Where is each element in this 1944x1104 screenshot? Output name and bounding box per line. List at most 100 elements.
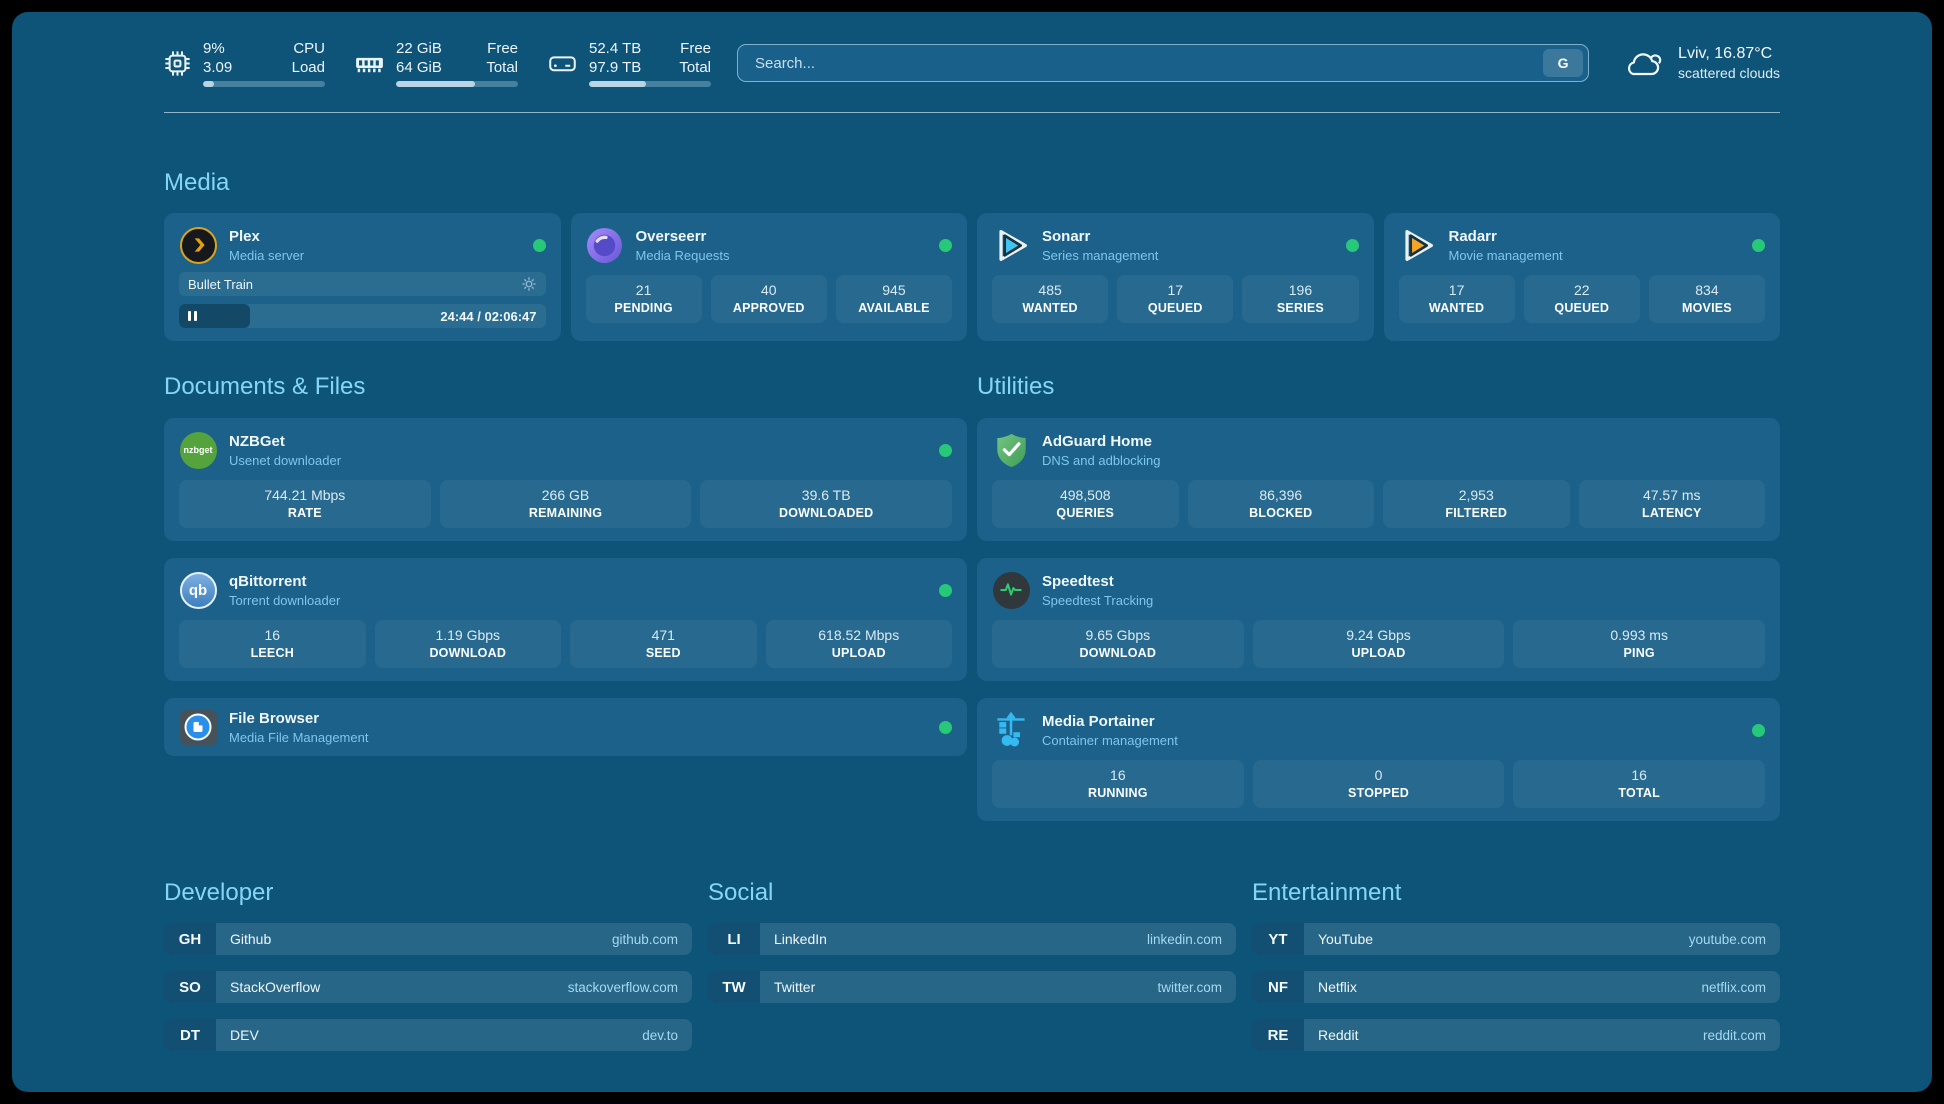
status-dot <box>939 443 952 457</box>
stat-pending: 21 PENDING <box>585 275 702 323</box>
cpu-label-1: CPU <box>293 40 325 57</box>
playback-progress-row[interactable]: 24:44 / 02:06:47 <box>179 304 546 328</box>
stat-seed: 471 SEED <box>570 620 757 668</box>
section-documents: Documents & Files nzbget NZBGet Usenet d… <box>164 373 967 821</box>
stat-leech: 16 LEECH <box>179 620 366 668</box>
disk-progress-fill <box>589 81 647 87</box>
bookmark-name: Twitter <box>774 979 816 995</box>
app-subtitle: Speedtest Tracking <box>1042 592 1154 608</box>
now-playing-row[interactable]: Bullet Train <box>179 272 546 296</box>
status-dot <box>1752 723 1765 737</box>
bookmark-url: reddit.com <box>1702 1027 1766 1043</box>
app-card-sonarr[interactable]: Sonarr Series management 485 WANTED 17 Q… <box>977 213 1374 341</box>
stat-stopped: 0 STOPPED <box>1252 760 1505 808</box>
memory-progressbar <box>396 81 518 87</box>
status-dot <box>532 238 546 252</box>
status-dot <box>939 720 952 734</box>
bookmark-group-entertainment: Entertainment YT YouTube youtube.com NF … <box>1252 879 1780 1051</box>
bookmark-name: YouTube <box>1318 931 1374 947</box>
bookmark-name: DEV <box>230 1027 259 1043</box>
app-card-overseerr[interactable]: Overseerr Media Requests 21 PENDING 40 A… <box>570 213 967 341</box>
app-card-filebrowser[interactable]: File Browser Media File Management <box>164 698 967 756</box>
stat-available: 945 AVAILABLE <box>835 275 953 323</box>
bookmark-youtube[interactable]: YT YouTube youtube.com <box>1252 923 1780 955</box>
stat-download: 1.19 Gbps DOWNLOAD <box>374 620 561 668</box>
stat-download: 9.65 Gbps DOWNLOAD <box>992 620 1244 668</box>
adguard-icon <box>992 431 1030 469</box>
app-name: AdGuard Home <box>1042 432 1153 450</box>
app-subtitle: Usenet downloader <box>229 452 342 468</box>
stat-upload: 618.52 Mbps UPLOAD <box>765 620 952 668</box>
playback-progress-fill <box>179 304 251 328</box>
app-card-radarr[interactable]: Radarr Movie management 17 WANTED 22 QUE… <box>1383 213 1780 341</box>
app-subtitle: Container management <box>1042 732 1178 748</box>
search-input[interactable] <box>753 53 1544 73</box>
bookmark-netflix[interactable]: NF Netflix netflix.com <box>1252 971 1780 1003</box>
app-card-speedtest[interactable]: Speedtest Speedtest Tracking 9.65 Gbps D… <box>977 558 1780 681</box>
playback-time: 24:44 / 02:06:47 <box>440 308 537 324</box>
app-card-adguard[interactable]: AdGuard Home DNS and adblocking 498,508 … <box>977 418 1780 541</box>
now-playing-title: Bullet Train <box>188 276 254 292</box>
stat-total: 16 TOTAL <box>1513 760 1766 808</box>
status-dot <box>1345 238 1359 252</box>
overseerr-icon <box>586 226 624 264</box>
bookmark-stackoverflow[interactable]: SO StackOverflow stackoverflow.com <box>164 971 692 1003</box>
stat-upload: 9.24 Gbps UPLOAD <box>1252 620 1505 668</box>
nzbget-icon: nzbget <box>179 431 217 469</box>
bookmark-url: twitter.com <box>1157 979 1222 995</box>
bookmark-url: netflix.com <box>1701 979 1766 995</box>
bookmark-linkedin[interactable]: LI LinkedIn linkedin.com <box>708 923 1236 955</box>
cpu-label-2: Load <box>291 59 325 76</box>
topbar: 9% 3.09 CPU Load <box>164 36 1780 90</box>
bookmark-abbr: NF <box>1252 971 1304 1003</box>
cpu-values: 9% 3.09 <box>203 39 232 77</box>
bookmark-name: StackOverflow <box>230 979 321 995</box>
app-subtitle: DNS and adblocking <box>1042 452 1161 468</box>
app-card-nzbget[interactable]: nzbget NZBGet Usenet downloader 744.21 M… <box>164 418 967 541</box>
bookmark-abbr: SO <box>164 971 216 1003</box>
search-bar[interactable]: G <box>737 44 1590 82</box>
app-subtitle: Torrent downloader <box>229 592 341 608</box>
bookmark-dev[interactable]: DT DEV dev.to <box>164 1019 692 1051</box>
filebrowser-icon <box>179 708 217 746</box>
app-card-plex[interactable]: Plex Media server Bullet Train <box>164 213 561 341</box>
app-subtitle: Media Requests <box>635 247 730 263</box>
app-name: Sonarr <box>1042 227 1091 245</box>
bookmark-abbr: YT <box>1252 923 1304 955</box>
weather-condition: scattered clouds <box>1678 65 1780 81</box>
disk-labels: Free Total <box>679 39 711 77</box>
cpu-labels: CPU Load <box>292 39 325 77</box>
pause-icon[interactable] <box>188 311 197 321</box>
disk-icon <box>548 50 577 77</box>
app-card-qbittorrent[interactable]: qb qBittorrent Torrent downloader 16 LEE… <box>164 558 967 681</box>
bookmark-abbr: DT <box>164 1019 216 1051</box>
app-name: qBittorrent <box>229 572 307 590</box>
bookmark-reddit[interactable]: RE Reddit reddit.com <box>1252 1019 1780 1051</box>
stat-queued: 17 QUEUED <box>1117 275 1234 323</box>
bookmark-url: stackoverflow.com <box>567 979 678 995</box>
section-title-documents: Documents & Files <box>164 373 366 400</box>
bookmark-name: LinkedIn <box>774 931 827 947</box>
weather-widget[interactable]: Lviv, 16.87°C scattered clouds <box>1621 45 1780 81</box>
bookmark-abbr: RE <box>1252 1019 1304 1051</box>
stat-queries: 498,508 QUERIES <box>992 480 1179 528</box>
dashboard: 9% 3.09 CPU Load <box>12 12 1932 1092</box>
sonarr-icon <box>992 226 1030 264</box>
memory-label-2: Total <box>486 59 518 76</box>
cpu-load: 3.09 <box>203 59 233 76</box>
disk-progressbar <box>589 81 711 87</box>
bookmark-twitter[interactable]: TW Twitter twitter.com <box>708 971 1236 1003</box>
search-engine-button[interactable]: G <box>1543 49 1584 77</box>
plex-icon <box>179 226 217 264</box>
memory-label-1: Free <box>487 40 518 57</box>
section-title-developer: Developer <box>164 879 274 906</box>
memory-labels: Free Total <box>486 39 518 77</box>
app-subtitle: Media server <box>229 247 305 263</box>
memory-values: 22 GiB 64 GiB <box>396 39 442 77</box>
settings-gear-icon[interactable] <box>521 276 537 292</box>
bookmark-github[interactable]: GH Github github.com <box>164 923 692 955</box>
stat-queued: 22 QUEUED <box>1523 275 1640 323</box>
app-card-portainer[interactable]: Media Portainer Container management 16 … <box>977 698 1780 821</box>
cpu-percent: 9% <box>203 40 225 57</box>
memory-stat: 22 GiB 64 GiB Free Total <box>355 39 518 87</box>
